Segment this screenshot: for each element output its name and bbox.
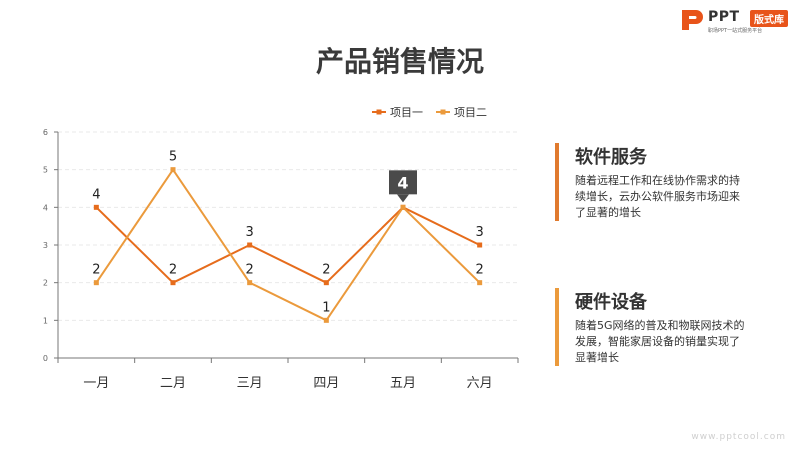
y-tick-label: 4: [43, 203, 48, 212]
page-title: 产品销售情况: [315, 45, 484, 78]
panel-accent-bar: [555, 143, 559, 221]
y-tick-label: 0: [43, 354, 48, 363]
legend-marker: [376, 109, 382, 115]
data-point: [93, 204, 99, 210]
footer-watermark: www.pptcool.com: [691, 432, 786, 442]
data-point: [170, 167, 176, 173]
y-tick-label: 3: [43, 241, 48, 250]
series-line: [95, 206, 481, 284]
data-point: [400, 204, 406, 210]
data-label: 3: [246, 225, 254, 240]
x-tick-label: 一月: [83, 376, 109, 391]
data-point: [323, 280, 329, 286]
y-tick-label: 1: [43, 316, 48, 325]
panel-description: 随着5G网络的普及和物联网技术的发展，智能家居设备的销量实现了显著增长: [575, 319, 745, 364]
y-tick-label: 2: [43, 279, 48, 288]
data-label: 5: [169, 150, 177, 165]
legend-marker: [440, 109, 446, 115]
data-label: 2: [322, 263, 330, 278]
callout-arrow-icon: [397, 194, 409, 203]
y-tick-label: 5: [43, 166, 48, 175]
logo-text: PPT: [708, 9, 740, 25]
data-point: [323, 317, 329, 323]
data-label: 4: [92, 187, 100, 202]
data-label: 2: [476, 263, 484, 278]
x-tick-label: 六月: [467, 376, 493, 391]
x-tick-label: 三月: [237, 376, 263, 391]
logo-badge: 版式库: [750, 10, 788, 27]
panel-accent-bar: [555, 288, 559, 366]
logo-tagline: 职场PPT一站式服务平台: [708, 28, 763, 34]
logo: PPT 版式库 职场PPT一站式服务平台: [680, 8, 792, 36]
callout-label: 4: [397, 173, 408, 192]
panel-software: 软件服务 随着远程工作和在线协作需求的持续增长，云办公软件服务市场迎来了显著的增…: [555, 143, 755, 221]
y-tick-label: 6: [43, 128, 48, 137]
callout-box: [389, 170, 417, 195]
legend-label: 项目一: [390, 106, 423, 119]
data-label: 3: [476, 225, 484, 240]
data-label: 2: [92, 263, 100, 278]
series-line: [95, 168, 481, 322]
data-label: 1: [322, 300, 330, 315]
panel-title: 软件服务: [575, 147, 647, 168]
panel-hardware: 硬件设备 随着5G网络的普及和物联网技术的发展，智能家居设备的销量实现了显著增长: [555, 288, 755, 366]
data-point: [247, 280, 253, 286]
panel-title: 硬件设备: [575, 292, 647, 313]
data-point: [477, 242, 483, 248]
panel-description: 随着远程工作和在线协作需求的持续增长，云办公软件服务市场迎来了显著的增长: [575, 174, 740, 219]
data-point: [170, 280, 176, 286]
logo-p-icon: [682, 10, 703, 30]
data-point: [93, 280, 99, 286]
data-label: 2: [246, 263, 254, 278]
x-tick-label: 二月: [160, 376, 186, 391]
data-point: [247, 242, 253, 248]
data-point: [477, 280, 483, 286]
data-label: 2: [169, 263, 177, 278]
legend-label: 项目二: [454, 106, 487, 119]
x-tick-label: 四月: [313, 376, 339, 391]
x-tick-label: 五月: [390, 376, 416, 391]
